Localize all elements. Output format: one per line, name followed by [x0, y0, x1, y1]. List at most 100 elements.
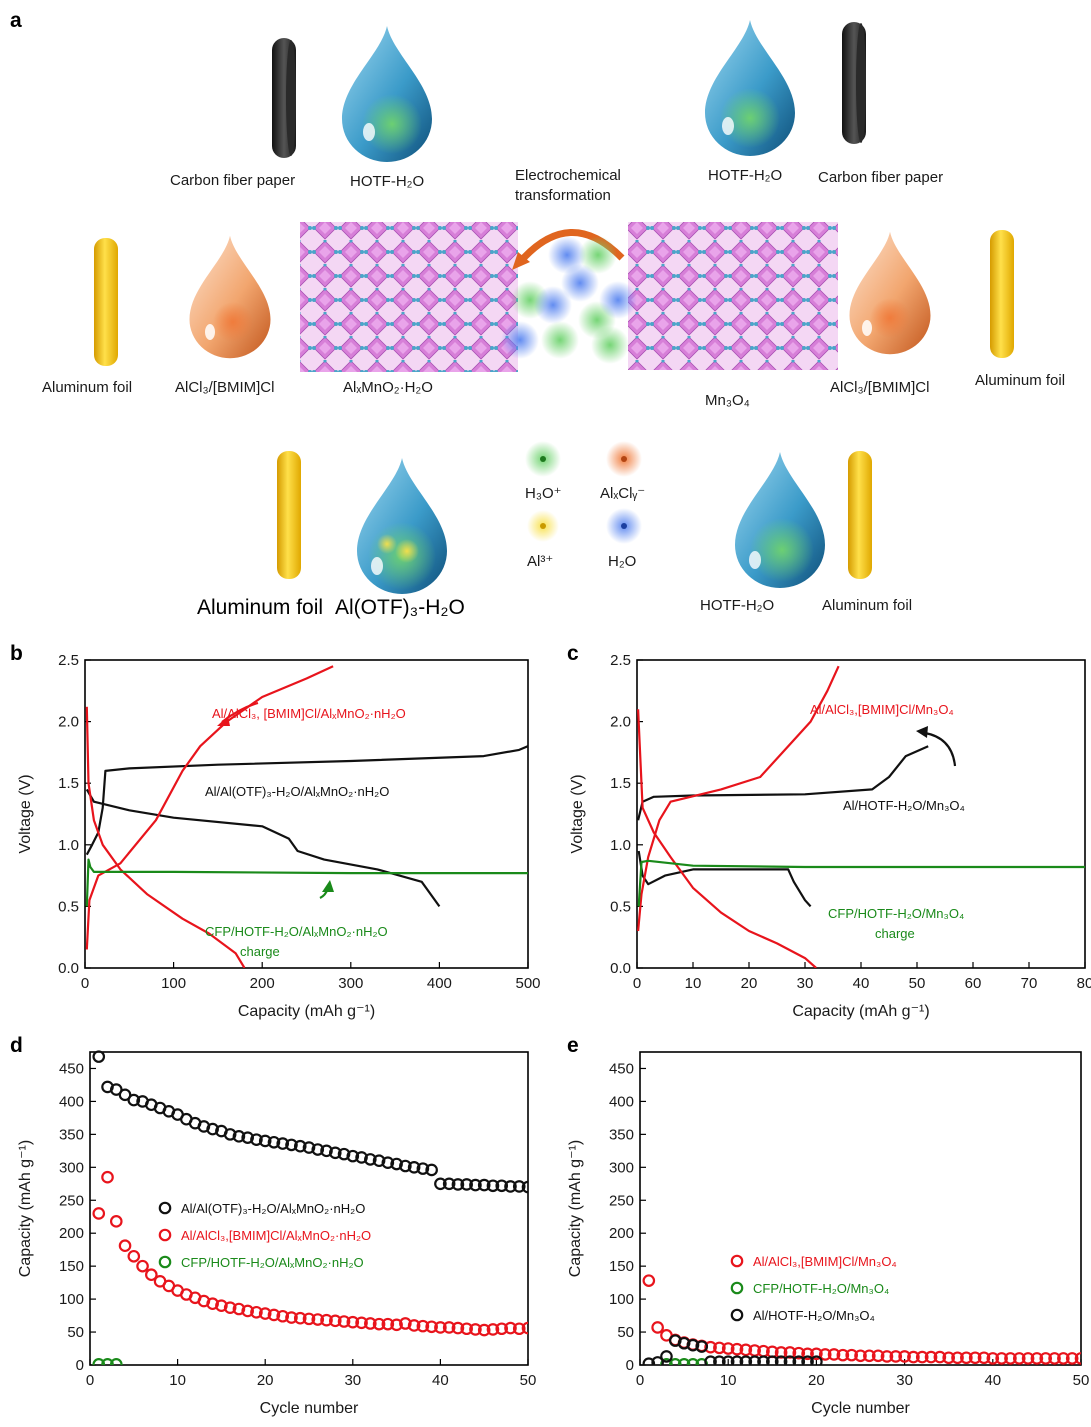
data-point-d-1 [442, 1321, 456, 1334]
data-point-e-0 [1021, 1352, 1035, 1365]
data-point-d-1 [486, 1323, 500, 1336]
aluminum-foil-bottom-left-icon [277, 451, 301, 579]
data-point-d-1 [92, 1207, 106, 1220]
y-tick-label-d: 450 [59, 1060, 84, 1077]
hotf-droplet-bottom-icon [735, 452, 825, 588]
bottom-al-otf-label: Al(OTF)₃-H₂O [335, 596, 465, 619]
data-point-d-1 [381, 1317, 395, 1331]
data-point-e-0 [810, 1347, 823, 1361]
data-point-e-0 [1074, 1352, 1081, 1365]
data-point-e-0 [898, 1350, 911, 1363]
y-axis-label-b: Voltage (V) [17, 774, 34, 853]
data-point-e-1 [686, 1358, 700, 1365]
data-point-d-1 [241, 1304, 254, 1318]
data-point-e-0 [1004, 1352, 1017, 1365]
data-point-d-1 [206, 1297, 219, 1311]
data-point-d-1 [136, 1259, 149, 1273]
annotation-b-2: CFP/HOTF-H₂O/AlₓMnO₂·nH₂O [205, 924, 388, 939]
annotation-b-1: Al/Al(OTF)₃-H₂O/AlₓMnO₂·nH₂O [205, 784, 389, 799]
y-tick-label-c: 0.5 [610, 898, 631, 915]
y-tick-label-b: 1.5 [58, 775, 79, 792]
data-point-e-0 [1065, 1352, 1079, 1365]
data-point-d-1 [364, 1317, 377, 1330]
x-tick-label-d: 30 [344, 1372, 361, 1389]
aluminum-foil-right-icon [990, 230, 1014, 358]
data-point-e-2 [695, 1340, 709, 1353]
data-point-d-0 [381, 1156, 395, 1170]
data-point-d-0 [486, 1179, 500, 1193]
legend-marker-d-1 [158, 1228, 172, 1242]
aluminum-foil-left-icon [94, 238, 118, 366]
x-tick-label-b: 400 [427, 975, 452, 992]
data-point-e-2 [783, 1355, 797, 1365]
y-tick-label-d: 400 [59, 1093, 84, 1110]
data-point-e-0 [651, 1321, 664, 1334]
data-point-d-0 [118, 1088, 132, 1102]
bottom-al-foil-label: Aluminum foil [197, 596, 323, 619]
y-tick-label-e: 50 [617, 1324, 634, 1341]
data-point-d-1 [407, 1319, 421, 1332]
data-point-d-1 [355, 1316, 368, 1330]
y-tick-label-e: 450 [609, 1060, 634, 1077]
data-point-d-0 [442, 1177, 456, 1191]
data-point-e-2 [721, 1355, 735, 1365]
data-point-d-1 [451, 1321, 465, 1335]
data-point-e-0 [801, 1347, 814, 1361]
data-point-d-0 [512, 1180, 526, 1193]
y-tick-label-e: 100 [609, 1291, 634, 1308]
hotf-droplet-left-icon [342, 26, 432, 162]
data-point-e-0 [854, 1349, 867, 1363]
annotation-c-2: CFP/HOTF-H₂O/Mn₃O₄ [828, 906, 964, 921]
data-point-e-2 [748, 1355, 761, 1365]
data-point-d-1 [276, 1309, 290, 1323]
data-point-d-1 [302, 1312, 316, 1326]
data-point-d-1 [512, 1322, 526, 1336]
data-point-d-0 [355, 1151, 368, 1164]
x-tick-label-e: 0 [636, 1372, 644, 1389]
x-tick-label-c: 20 [741, 975, 758, 992]
series-line-b-2 [85, 665, 334, 950]
data-point-d-0 [346, 1149, 360, 1163]
annotation-arrowhead-b-red [217, 716, 230, 726]
chart-panel-e: 0 10 20 30 40 50 0 50 100 150 200 250 300 350 400 450 Cy… [567, 1051, 1089, 1417]
data-point-e-0 [889, 1350, 903, 1363]
data-point-e-0 [845, 1348, 858, 1362]
data-point-d-1 [293, 1311, 307, 1325]
data-point-d-1 [118, 1239, 132, 1253]
chart-panel-c: 0 10 20 30 40 50 60 70 80 0.0 0.5 1.0 1.5 2.0 2.5 Capac… [569, 652, 1091, 1020]
y-tick-label-b: 2.0 [58, 714, 79, 731]
y-tick-label-d: 300 [59, 1159, 84, 1176]
annotation-b-3: charge [240, 944, 280, 959]
data-point-e-1 [660, 1358, 673, 1365]
data-point-e-0 [942, 1351, 955, 1365]
x-tick-label-c: 70 [1021, 975, 1038, 992]
panel-label-a: a [10, 9, 22, 32]
alcl3-droplet-right-icon [849, 231, 931, 355]
alcl3-right-label: AlCl₃/[BMIM]Cl [830, 379, 929, 396]
data-point-e-2 [757, 1355, 770, 1365]
data-point-d-1 [232, 1302, 246, 1316]
plot-frame-d [89, 1051, 529, 1366]
legend-label-d-0: Al/Al(OTF)₃-H₂O/AlₓMnO₂·nH₂O [181, 1201, 365, 1216]
cfp-left-label: Carbon fiber paper [170, 172, 295, 189]
data-point-e-2 [810, 1355, 823, 1365]
data-point-d-0 [469, 1178, 482, 1192]
annotation-arrow-c-black [924, 731, 957, 767]
data-point-e-0 [774, 1346, 788, 1359]
data-point-d-0 [372, 1154, 386, 1168]
legend-marker-e-1 [730, 1281, 744, 1295]
data-point-d-0 [311, 1143, 325, 1156]
al3-label: Al³⁺ [527, 553, 553, 570]
data-point-d-1 [127, 1249, 141, 1263]
echem-label-line1: Electrochemical [515, 167, 621, 184]
legend-label-d-1: Al/AlCl₃,[BMIM]Cl/AlₓMnO₂·nH₂O [181, 1228, 371, 1243]
data-point-d-0 [504, 1180, 517, 1193]
data-point-d-1 [372, 1317, 386, 1331]
echem-label-line2: transformation [515, 187, 611, 204]
x-tick-label-b: 500 [515, 975, 540, 992]
legend-label-e-1: CFP/HOTF-H₂O/Mn₃O₄ [753, 1281, 889, 1296]
y-tick-label-c: 1.5 [610, 775, 631, 792]
panel-label-c: c [567, 642, 579, 665]
data-point-d-0 [293, 1139, 307, 1153]
data-point-d-1 [328, 1314, 342, 1328]
